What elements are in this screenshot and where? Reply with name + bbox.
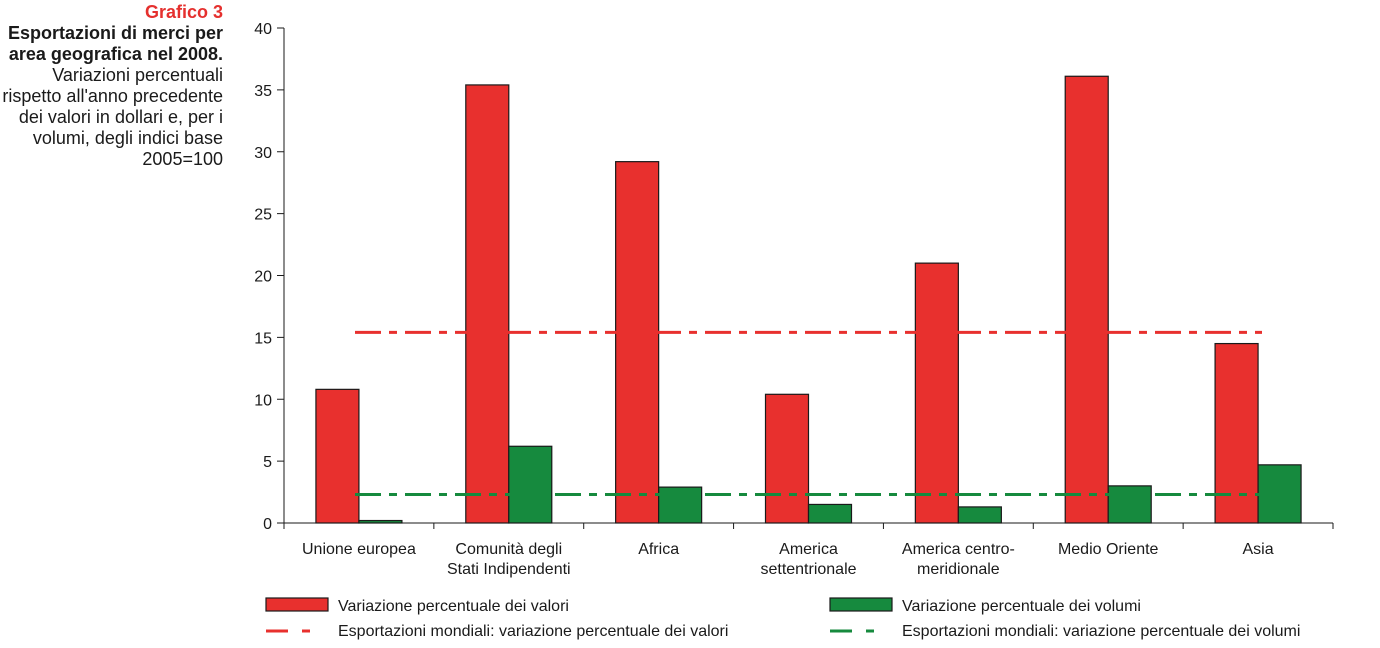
y-tick-label: 30 — [254, 145, 272, 162]
bar-volumes — [1257, 464, 1302, 524]
y-tick-label: 20 — [254, 269, 272, 286]
chart-title: Esportazioni di merci per area geografic… — [7, 23, 223, 64]
y-tick-label: 10 — [254, 392, 272, 409]
legend-volumes-swatch — [829, 597, 893, 612]
bar-values — [1064, 75, 1109, 524]
bar-values — [914, 262, 959, 524]
bar-volumes — [807, 503, 853, 524]
y-tick-label: 15 — [254, 330, 272, 347]
x-tick-label: Medio Oriente — [1058, 541, 1159, 558]
y-tick-label: 5 — [263, 454, 272, 471]
chart-number: Grafico 3 — [144, 2, 223, 22]
y-tick-label: 40 — [254, 21, 272, 38]
legend-volumes-label: Variazione percentuale dei volumi — [902, 598, 1141, 615]
bar-values — [1214, 342, 1259, 524]
legend-world-values-label: Esportazioni mondiali: variazione percen… — [338, 623, 728, 640]
legend-values-label: Variazione percentuale dei valori — [338, 598, 569, 615]
bar-volumes — [508, 445, 553, 524]
bar-values — [465, 84, 510, 524]
bar-values — [615, 161, 660, 524]
bar-values — [764, 393, 810, 524]
bar-volumes — [957, 506, 1002, 524]
x-tick-label: Africa — [638, 541, 679, 558]
bars — [315, 75, 1302, 524]
bar-volumes — [358, 519, 403, 524]
legend: Variazione percentuale dei valori Variazi… — [265, 597, 1300, 640]
y-tick-label: 25 — [254, 207, 272, 224]
x-tick-labels: Unione europea Comunità degli Stati Indipe… — [302, 541, 1274, 578]
chart-caption: Grafico 3 Esportazioni di merci per area… — [0, 2, 223, 170]
reference-lines — [355, 330, 1262, 497]
legend-world-volumes-label: Esportazioni mondiali: variazione percen… — [902, 623, 1300, 640]
x-tick-label: Unione europea — [302, 541, 416, 558]
x-tick-label: America centro-meridionale — [902, 541, 1015, 578]
legend-values-swatch — [265, 597, 329, 612]
y-tick-label: 0 — [263, 516, 272, 533]
bar-volumes — [658, 486, 703, 524]
bar-values — [315, 388, 360, 524]
bar-volumes — [1107, 485, 1152, 524]
chart-subtitle: Variazioni percentuali rispetto all'anno… — [2, 65, 223, 169]
x-tick-label: Asia — [1243, 541, 1274, 558]
y-tick-label: 35 — [254, 83, 272, 100]
x-tick-label: Comunità degli Stati Indipendenti — [447, 541, 571, 578]
x-tick-label: America settentrionale — [760, 541, 856, 578]
